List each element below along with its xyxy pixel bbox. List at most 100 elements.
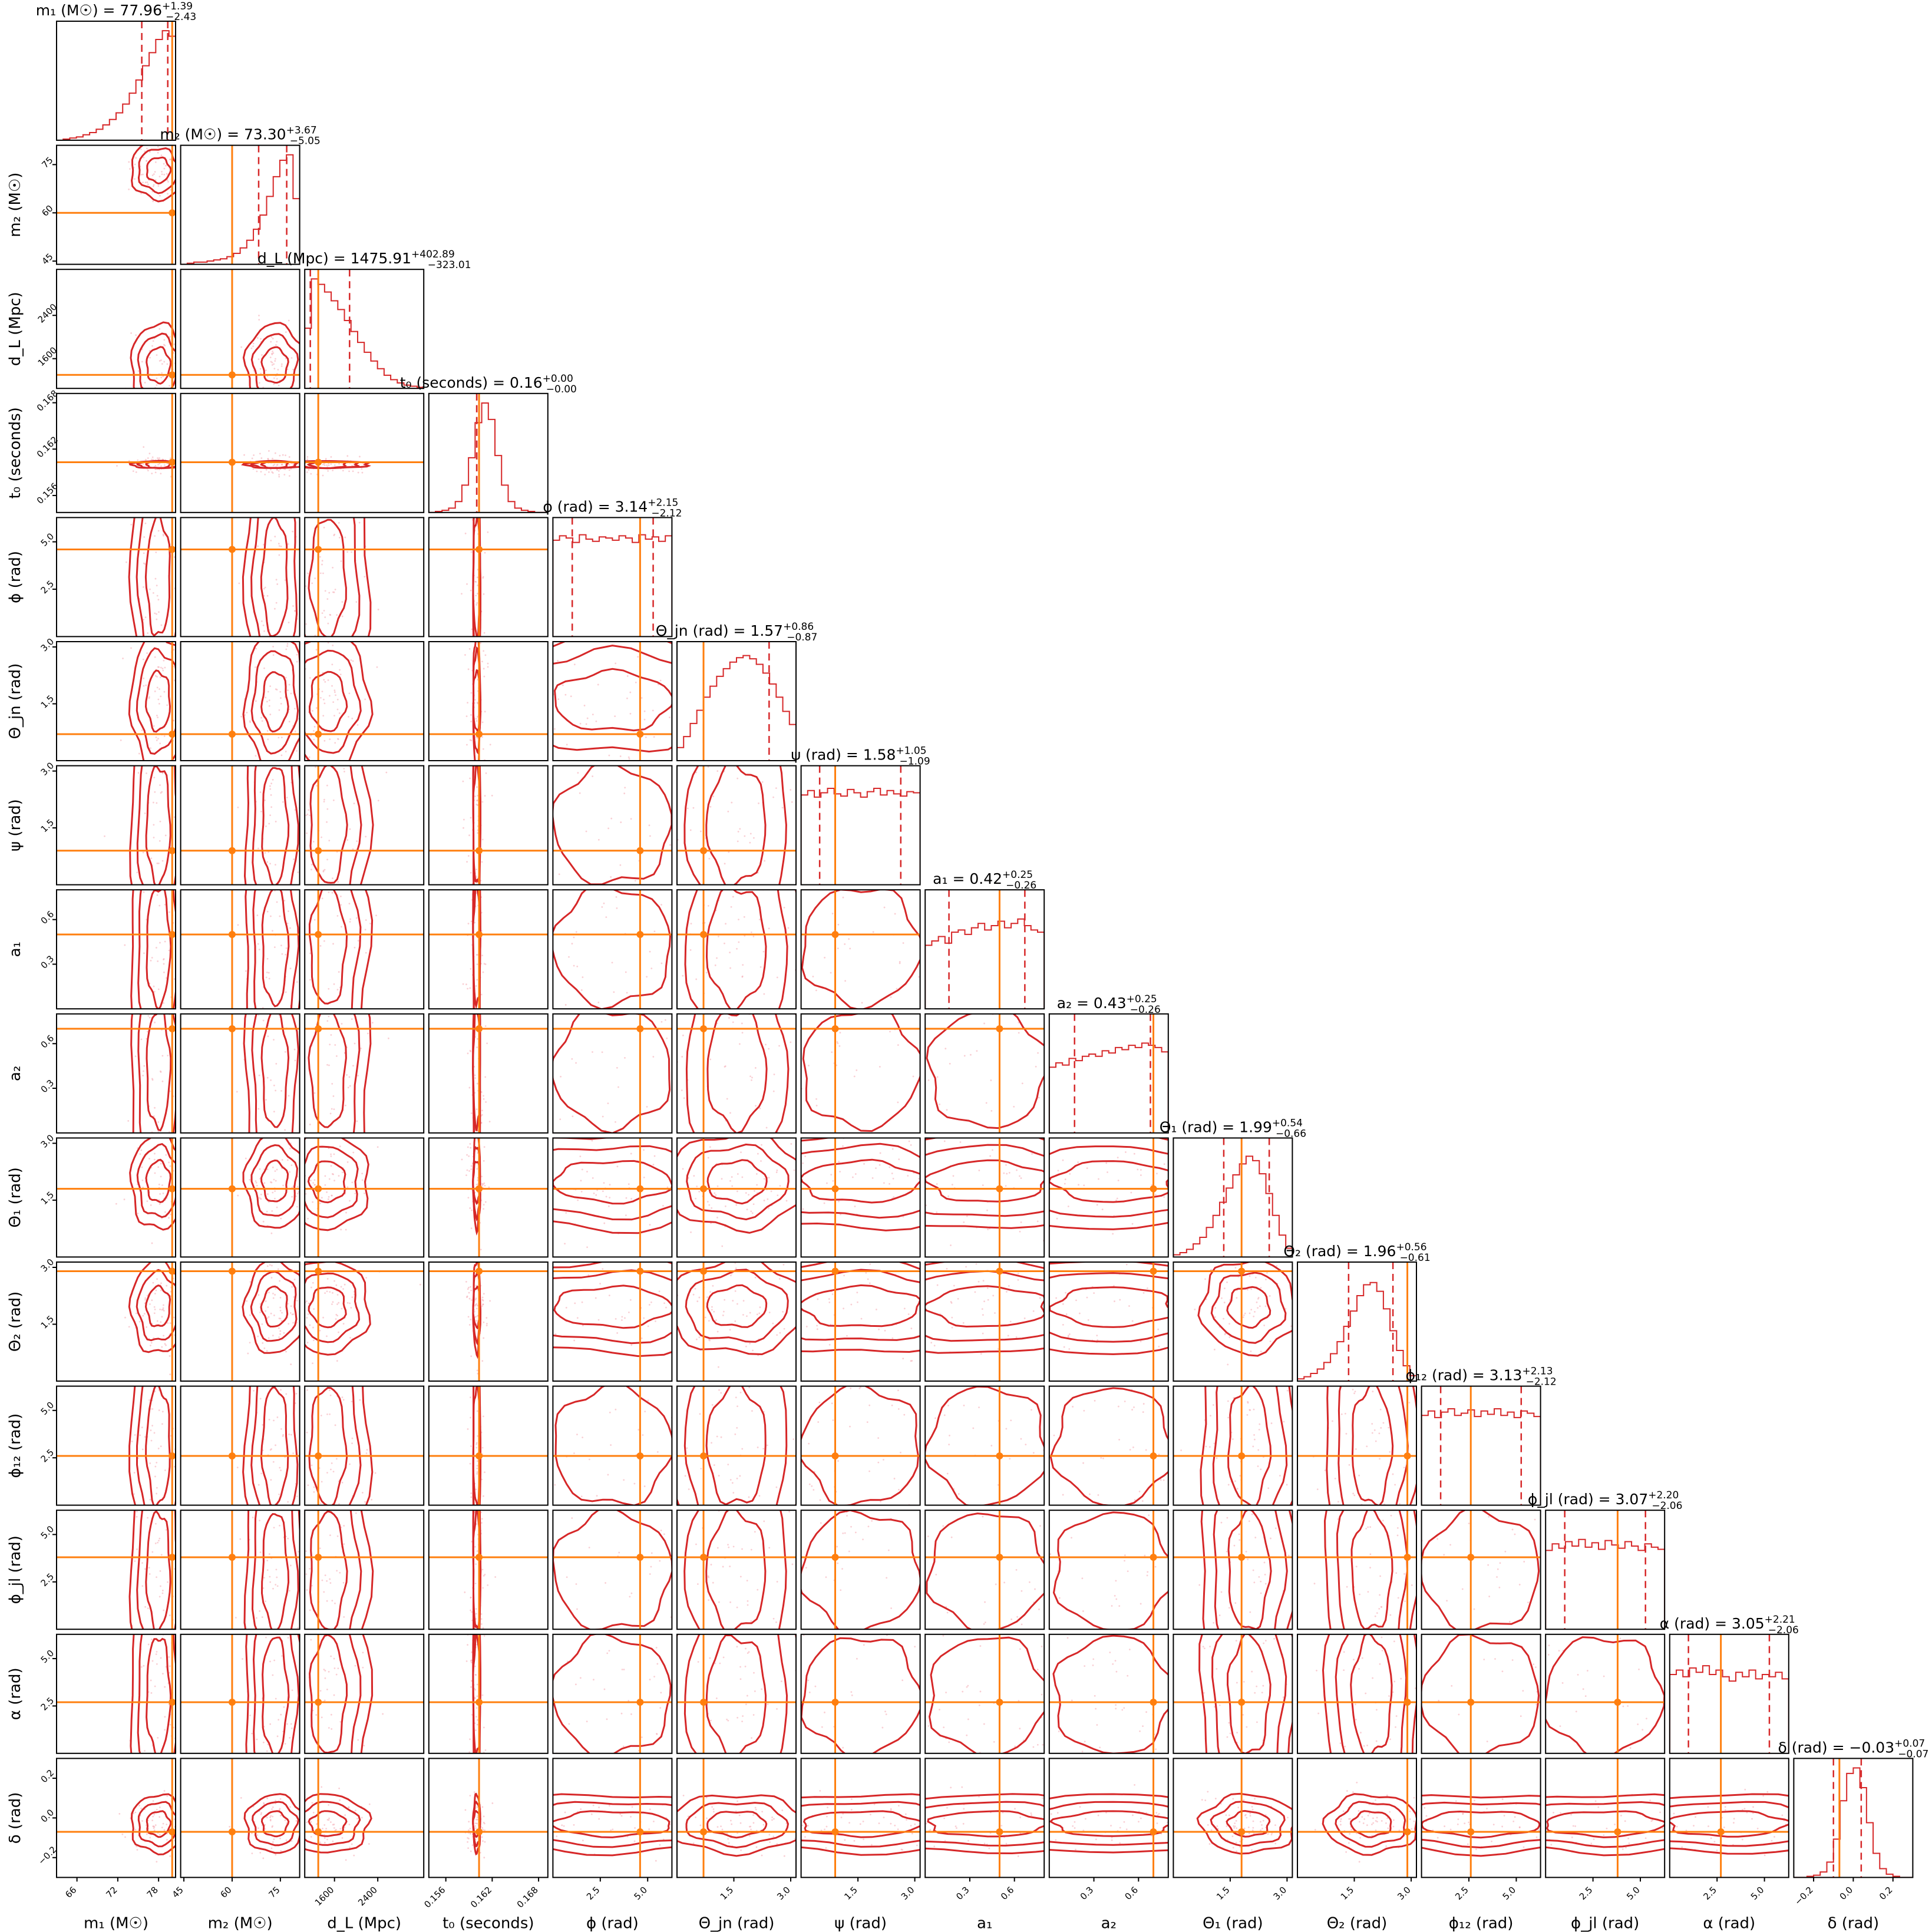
sample-point xyxy=(488,698,490,700)
sample-point xyxy=(160,1545,161,1547)
sample-point xyxy=(471,644,473,646)
sample-point xyxy=(267,691,269,693)
sample-point xyxy=(989,1155,991,1157)
sample-point xyxy=(279,709,280,711)
sample-point xyxy=(899,962,901,964)
sample-point xyxy=(187,1326,189,1328)
sample-point xyxy=(136,1313,137,1315)
y-tick-label-dL: 2400 xyxy=(36,302,60,325)
panel-m2-vs-t0 xyxy=(181,394,311,513)
sample-point xyxy=(619,864,621,866)
sample-point xyxy=(849,948,851,950)
sample-point xyxy=(622,614,624,616)
contour-level-2 xyxy=(510,1146,715,1220)
sample-point xyxy=(738,1033,740,1035)
hist-panel-theta-jn: Θ_jn (rad) = 1.57+0.86 −0.87 xyxy=(656,621,818,761)
sample-point xyxy=(297,871,299,873)
sample-point xyxy=(935,1293,937,1294)
contour-level-1 xyxy=(311,765,347,883)
panel-m2-vs-a1 xyxy=(181,809,316,1094)
sample-point xyxy=(729,1180,731,1182)
sample-point xyxy=(644,719,646,721)
sample-point xyxy=(892,1148,894,1150)
contour-level-3 xyxy=(472,676,751,964)
sample-point xyxy=(830,1174,832,1175)
sample-point xyxy=(741,1023,743,1025)
sample-point xyxy=(735,1107,737,1108)
sample-point xyxy=(167,363,169,365)
sample-point xyxy=(574,606,576,607)
sample-point xyxy=(289,927,291,929)
sample-point xyxy=(871,834,873,835)
sample-point xyxy=(1249,1275,1251,1277)
sample-point xyxy=(365,1277,367,1279)
sample-point xyxy=(879,1212,881,1214)
panel-frame xyxy=(57,517,176,636)
sample-point xyxy=(757,1425,758,1427)
sample-point xyxy=(322,897,323,899)
sample-point xyxy=(903,1051,904,1052)
sample-point xyxy=(341,926,342,928)
sample-point xyxy=(366,1449,368,1451)
sample-point xyxy=(475,868,477,870)
sample-point xyxy=(312,710,313,712)
sample-point xyxy=(1008,1285,1010,1287)
sample-point xyxy=(854,835,856,837)
sample-point xyxy=(312,1362,313,1364)
sample-point xyxy=(168,1217,170,1219)
sample-point xyxy=(346,551,348,553)
sample-point xyxy=(288,1032,290,1033)
sample-point xyxy=(483,668,485,669)
sample-point xyxy=(614,715,616,717)
sample-point xyxy=(879,1066,881,1068)
sample-point xyxy=(898,1408,900,1410)
sample-point xyxy=(364,1501,366,1503)
sample-point xyxy=(270,341,272,343)
sample-point xyxy=(477,1038,478,1040)
sample-point xyxy=(850,1388,851,1389)
sample-point xyxy=(946,1268,948,1270)
sample-point xyxy=(318,1009,319,1011)
sample-point xyxy=(467,1288,469,1290)
sample-point xyxy=(128,189,130,190)
sample-point xyxy=(802,929,804,930)
sample-point xyxy=(686,1447,688,1449)
sample-point xyxy=(337,1294,339,1296)
sample-point xyxy=(263,668,265,669)
sample-point xyxy=(288,1095,290,1097)
sample-point xyxy=(475,1284,477,1286)
sample-point xyxy=(163,1304,164,1306)
sample-point xyxy=(686,869,688,871)
sample-point xyxy=(776,1334,778,1336)
sample-point xyxy=(470,817,472,819)
sample-point xyxy=(291,1196,293,1198)
contour-level-1 xyxy=(146,1286,170,1326)
sample-point xyxy=(1117,1157,1119,1158)
sample-point xyxy=(236,1091,238,1092)
injected-point xyxy=(700,1452,707,1459)
sample-point xyxy=(1037,1052,1039,1054)
sample-point xyxy=(1132,1320,1134,1322)
sample-point xyxy=(678,711,679,712)
sample-point xyxy=(153,184,155,186)
sample-point xyxy=(463,819,465,821)
sample-point xyxy=(127,700,128,702)
sample-point xyxy=(165,1154,167,1156)
sample-point xyxy=(144,899,146,900)
sample-point xyxy=(315,767,316,768)
sample-point xyxy=(724,863,726,864)
sample-point xyxy=(693,645,695,647)
sample-point xyxy=(332,943,334,944)
sample-point xyxy=(1064,1164,1066,1166)
sample-point xyxy=(290,967,292,969)
sample-point xyxy=(1158,1346,1160,1348)
sample-point xyxy=(159,784,161,786)
sample-point xyxy=(181,1162,183,1164)
sample-point xyxy=(1051,1408,1053,1409)
sample-point xyxy=(156,584,158,586)
sample-point xyxy=(505,1190,507,1191)
sample-point xyxy=(799,1145,801,1147)
sample-point xyxy=(308,1313,309,1315)
sample-point xyxy=(329,1178,331,1180)
sample-point xyxy=(157,595,158,597)
